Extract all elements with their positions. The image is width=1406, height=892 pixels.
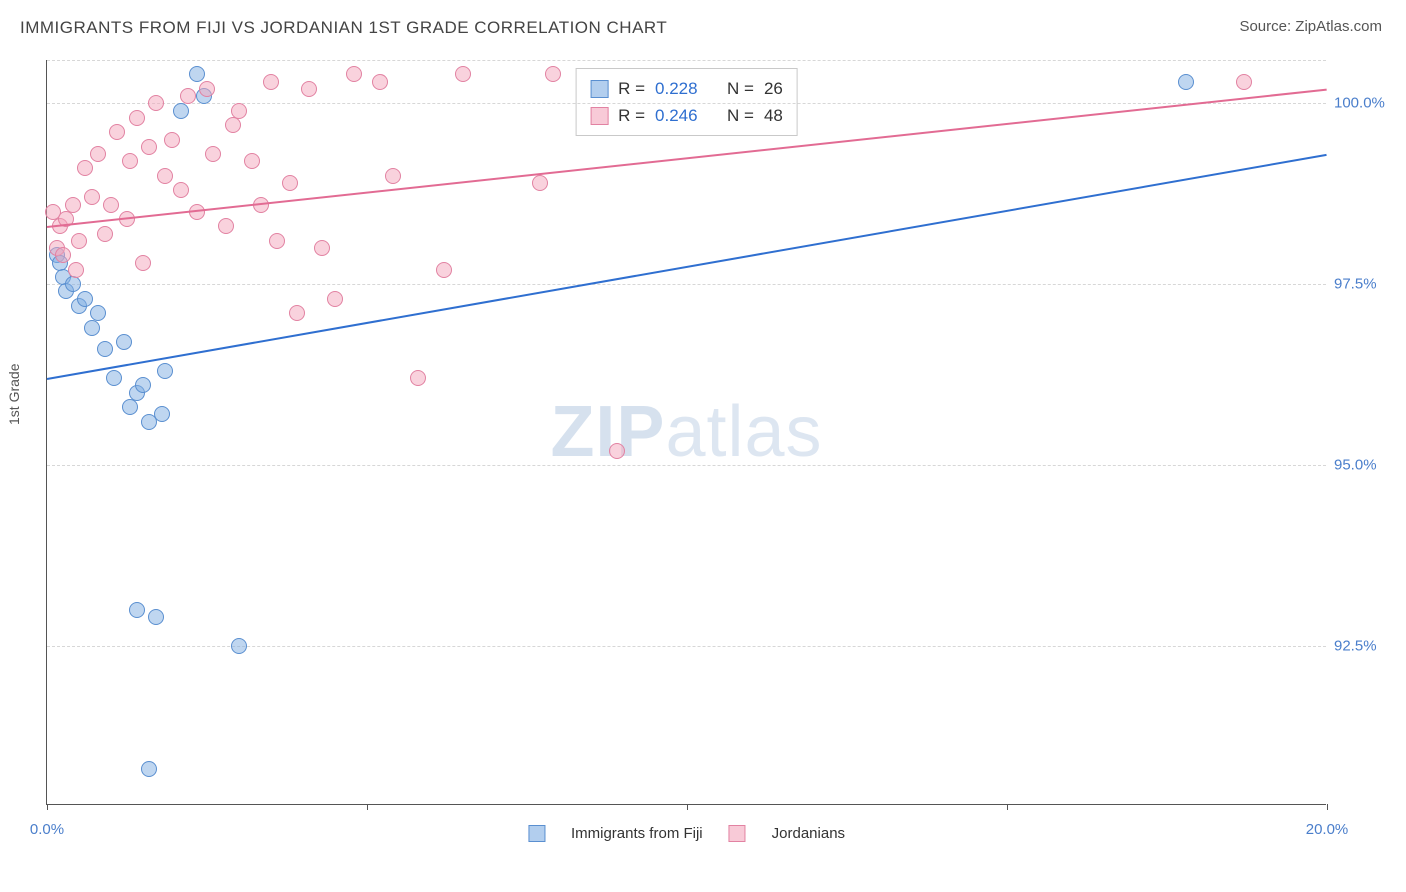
scatter-point xyxy=(71,233,87,249)
scatter-point xyxy=(116,334,132,350)
scatter-point xyxy=(55,247,71,263)
scatter-point xyxy=(129,602,145,618)
scatter-point xyxy=(1178,74,1194,90)
scatter-point xyxy=(65,276,81,292)
legend-label-pink: Jordanians xyxy=(772,825,845,842)
trend-line xyxy=(47,154,1327,380)
scatter-point xyxy=(164,132,180,148)
rbox-row-blue: R = 0.228 N = 26 xyxy=(590,75,783,102)
scatter-point xyxy=(84,320,100,336)
scatter-point xyxy=(109,124,125,140)
scatter-point xyxy=(173,103,189,119)
rbox-row-pink: R = 0.246 N = 48 xyxy=(590,102,783,129)
scatter-point xyxy=(84,189,100,205)
scatter-point xyxy=(346,66,362,82)
x-tick-label: 20.0% xyxy=(1306,821,1349,838)
scatter-point xyxy=(532,175,548,191)
scatter-point xyxy=(122,153,138,169)
y-axis-label: 1st Grade xyxy=(6,364,22,425)
chart-title: IMMIGRANTS FROM FIJI VS JORDANIAN 1ST GR… xyxy=(20,18,667,38)
scatter-point xyxy=(199,81,215,97)
y-tick-label: 100.0% xyxy=(1334,95,1394,112)
legend-swatch-pink-icon xyxy=(729,825,746,842)
scatter-plot: ZIPatlas R = 0.228 N = 26 R = 0.246 N = … xyxy=(46,60,1326,805)
legend-label-blue: Immigrants from Fiji xyxy=(571,825,703,842)
scatter-point xyxy=(205,146,221,162)
scatter-point xyxy=(68,262,84,278)
scatter-point xyxy=(225,117,241,133)
x-tick xyxy=(1007,804,1008,810)
x-tick xyxy=(1327,804,1328,810)
legend-swatch-blue-icon xyxy=(528,825,545,842)
scatter-point xyxy=(65,197,81,213)
scatter-point xyxy=(141,139,157,155)
x-tick xyxy=(687,804,688,810)
scatter-point xyxy=(263,74,279,90)
scatter-point xyxy=(455,66,471,82)
watermark: ZIPatlas xyxy=(550,391,822,473)
swatch-blue-icon xyxy=(590,80,608,98)
scatter-point xyxy=(231,103,247,119)
scatter-point xyxy=(97,226,113,242)
scatter-point xyxy=(77,291,93,307)
scatter-point xyxy=(106,370,122,386)
scatter-point xyxy=(135,377,151,393)
source-label: Source: ZipAtlas.com xyxy=(1239,18,1382,35)
swatch-pink-icon xyxy=(590,107,608,125)
scatter-point xyxy=(314,240,330,256)
y-tick-label: 97.5% xyxy=(1334,276,1394,293)
x-tick xyxy=(47,804,48,810)
scatter-point xyxy=(289,305,305,321)
scatter-point xyxy=(327,291,343,307)
scatter-point xyxy=(189,66,205,82)
y-tick-label: 95.0% xyxy=(1334,457,1394,474)
scatter-point xyxy=(282,175,298,191)
scatter-point xyxy=(609,443,625,459)
scatter-point xyxy=(157,363,173,379)
y-tick-label: 92.5% xyxy=(1334,637,1394,654)
scatter-point xyxy=(173,182,189,198)
scatter-point xyxy=(244,153,260,169)
scatter-point xyxy=(90,146,106,162)
scatter-point xyxy=(148,95,164,111)
scatter-point xyxy=(135,255,151,271)
scatter-point xyxy=(148,609,164,625)
scatter-point xyxy=(269,233,285,249)
x-tick-label: 0.0% xyxy=(30,821,64,838)
scatter-point xyxy=(372,74,388,90)
scatter-point xyxy=(90,305,106,321)
scatter-point xyxy=(231,638,247,654)
scatter-point xyxy=(103,197,119,213)
gridline xyxy=(47,60,1326,61)
scatter-point xyxy=(545,66,561,82)
scatter-point xyxy=(77,160,93,176)
scatter-point xyxy=(301,81,317,97)
scatter-point xyxy=(436,262,452,278)
scatter-point xyxy=(97,341,113,357)
scatter-point xyxy=(141,761,157,777)
x-tick xyxy=(367,804,368,810)
scatter-point xyxy=(218,218,234,234)
scatter-point xyxy=(180,88,196,104)
scatter-point xyxy=(385,168,401,184)
scatter-point xyxy=(122,399,138,415)
correlation-box: R = 0.228 N = 26 R = 0.246 N = 48 xyxy=(575,68,798,136)
scatter-point xyxy=(410,370,426,386)
scatter-point xyxy=(1236,74,1252,90)
scatter-point xyxy=(157,168,173,184)
gridline xyxy=(47,465,1326,466)
scatter-point xyxy=(129,110,145,126)
scatter-point xyxy=(154,406,170,422)
legend: Immigrants from Fiji Jordanians xyxy=(528,825,845,842)
gridline xyxy=(47,284,1326,285)
